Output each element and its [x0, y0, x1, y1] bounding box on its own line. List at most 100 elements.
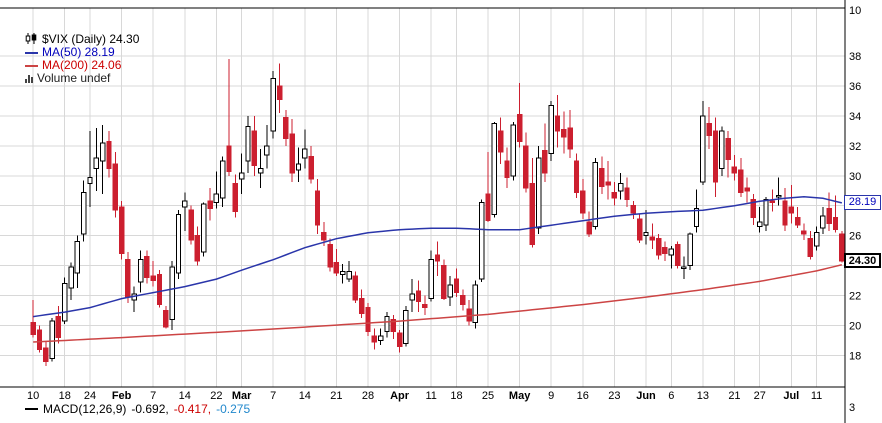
candle-up	[757, 221, 763, 228]
x-tick-label: 6	[668, 390, 674, 402]
x-tick-label: 7	[150, 390, 156, 402]
candle-up	[510, 124, 517, 177]
candle-up	[687, 233, 693, 267]
candle-up	[681, 266, 687, 270]
candlestick-icon	[25, 32, 38, 47]
candle-up	[820, 215, 826, 229]
candle-up	[137, 259, 144, 283]
candle-down	[327, 244, 333, 268]
candle-down	[807, 238, 813, 258]
macd-value-signal: -0.417,	[173, 402, 212, 416]
candle-down	[30, 322, 36, 336]
candle-down	[453, 278, 460, 294]
x-tick-label: 9	[548, 390, 554, 402]
candle-down	[611, 191, 618, 199]
candle-up	[175, 214, 182, 274]
candle-down	[156, 274, 163, 306]
candle-up	[74, 241, 81, 274]
candle-down	[788, 206, 794, 214]
candle-down	[226, 145, 232, 172]
candle-up	[201, 203, 207, 253]
ma50-label: MA(50) 28.19	[42, 45, 115, 59]
candle-up	[775, 194, 782, 198]
candle-down	[55, 316, 62, 339]
candle-down	[144, 256, 150, 279]
candle-down	[516, 113, 523, 142]
candle-down	[832, 217, 839, 231]
candle-down	[497, 130, 504, 153]
adjacent-pane-top-tick: 10	[849, 5, 861, 17]
candle-down	[150, 275, 156, 282]
y-tick-label: 36	[849, 81, 861, 93]
candle-up	[479, 202, 485, 280]
candle-down	[289, 133, 295, 174]
y-tick-label: 20	[849, 321, 861, 333]
candle-down	[415, 290, 422, 303]
last-price-label: 24.30	[844, 253, 881, 269]
y-tick-label: 30	[849, 171, 861, 183]
x-tick-label: 14	[299, 390, 311, 402]
candle-up	[49, 320, 55, 360]
candle-down	[358, 298, 365, 315]
x-tick-label: 11	[811, 390, 822, 402]
macd-line-icon	[25, 408, 38, 410]
x-tick-label: Apr	[390, 390, 410, 402]
candle-up	[409, 293, 415, 301]
x-tick-label: 14	[179, 390, 191, 402]
x-tick-label: 28	[362, 390, 374, 402]
x-tick-label: May	[509, 390, 531, 402]
candle-down	[561, 128, 567, 138]
adjacent-pane-bottom-tick: 3	[849, 402, 855, 414]
symbol-title: $VIX (Daily) 24.30	[42, 32, 140, 46]
candle-up	[535, 157, 542, 229]
candle-down	[605, 181, 611, 186]
x-tick-label: 7	[270, 390, 276, 402]
legend-volume-row: Volume undef	[25, 72, 139, 85]
candle-down	[352, 275, 359, 301]
candle-up	[87, 176, 93, 184]
candle-down	[504, 160, 510, 178]
candle-down	[738, 169, 744, 193]
candle-up	[377, 335, 384, 342]
candle-up	[302, 148, 308, 159]
candle-up	[99, 142, 106, 162]
x-tick-label: Mar	[232, 390, 252, 402]
candle-up	[491, 122, 498, 216]
candle-down	[542, 149, 548, 174]
candle-down	[523, 145, 529, 189]
ma200-line	[33, 264, 843, 343]
y-tick-label: 26	[849, 231, 861, 243]
candle-down	[106, 140, 112, 169]
candle-down	[283, 116, 289, 139]
candle-down	[422, 304, 428, 309]
candle-down	[365, 307, 371, 333]
candle-down	[801, 230, 807, 235]
candle-down	[112, 163, 118, 211]
candle-down	[396, 332, 403, 348]
candle-up	[264, 145, 270, 156]
candle-up	[62, 283, 68, 322]
macd-legend: MACD(12,26,9) -0.692, -0.417, -0.275	[25, 402, 250, 416]
candle-down	[43, 347, 49, 363]
candle-down	[554, 115, 561, 132]
x-tick-label: 13	[697, 390, 709, 402]
candle-down	[599, 167, 605, 187]
candle-down	[485, 193, 491, 222]
candle-down	[624, 187, 630, 201]
candle-down	[750, 199, 757, 219]
candle-up	[668, 248, 674, 256]
candle-down	[441, 265, 447, 300]
macd-value-histogram: -0.275	[216, 402, 251, 416]
candle-down	[731, 166, 738, 174]
candle-up	[813, 232, 820, 247]
candle-down	[649, 236, 656, 241]
x-tick-label: 16	[577, 390, 589, 402]
y-tick-label: 18	[849, 351, 861, 363]
volume-label: Volume undef	[37, 71, 111, 85]
candle-down	[630, 205, 637, 214]
legend-symbol-row: $VIX (Daily) 24.30	[25, 32, 140, 47]
y-tick-label: 38	[849, 51, 861, 63]
candle-down	[118, 206, 125, 255]
y-tick-label: 22	[849, 291, 861, 303]
